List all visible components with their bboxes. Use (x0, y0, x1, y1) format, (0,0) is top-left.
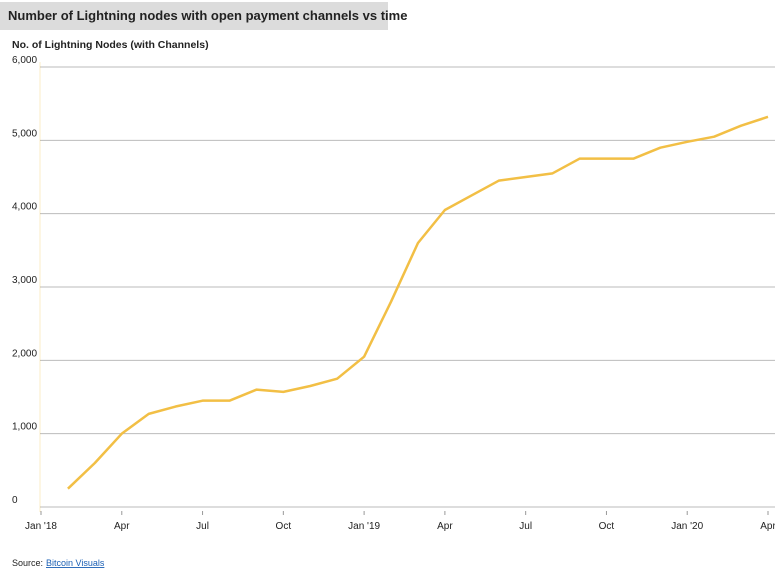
x-tick-label: Jul (196, 521, 209, 532)
y-tick-label: 1,000 (12, 422, 37, 433)
x-tick-label: Apr (114, 521, 130, 532)
y-tick-label: 5,000 (12, 128, 37, 139)
title-background (0, 2, 388, 30)
x-tick-label: Jan '20 (671, 521, 703, 532)
y-axis-label: No. of Lightning Nodes (with Channels) (12, 39, 209, 51)
y-tick-label: 3,000 (12, 275, 37, 286)
y-tick-label: 6,000 (12, 55, 37, 66)
x-tick-label: Jan '19 (348, 521, 380, 532)
x-tick-label: Oct (276, 521, 292, 532)
x-tick-label: Apr (437, 521, 453, 532)
source-label: Source: (12, 558, 43, 568)
y-tick-label: 2,000 (12, 348, 37, 359)
x-tick-label: Jul (519, 521, 532, 532)
line-series (67, 115, 769, 490)
chart-title: Number of Lightning nodes with open paym… (8, 8, 407, 23)
source-link[interactable]: Bitcoin Visuals (46, 558, 105, 568)
x-tick-label: Apr (760, 521, 775, 532)
y-tick-label: 4,000 (12, 202, 37, 213)
y-tick-label: 0 (12, 495, 18, 506)
x-tick-label: Jan '18 (25, 521, 57, 532)
x-tick-label: Oct (599, 521, 615, 532)
